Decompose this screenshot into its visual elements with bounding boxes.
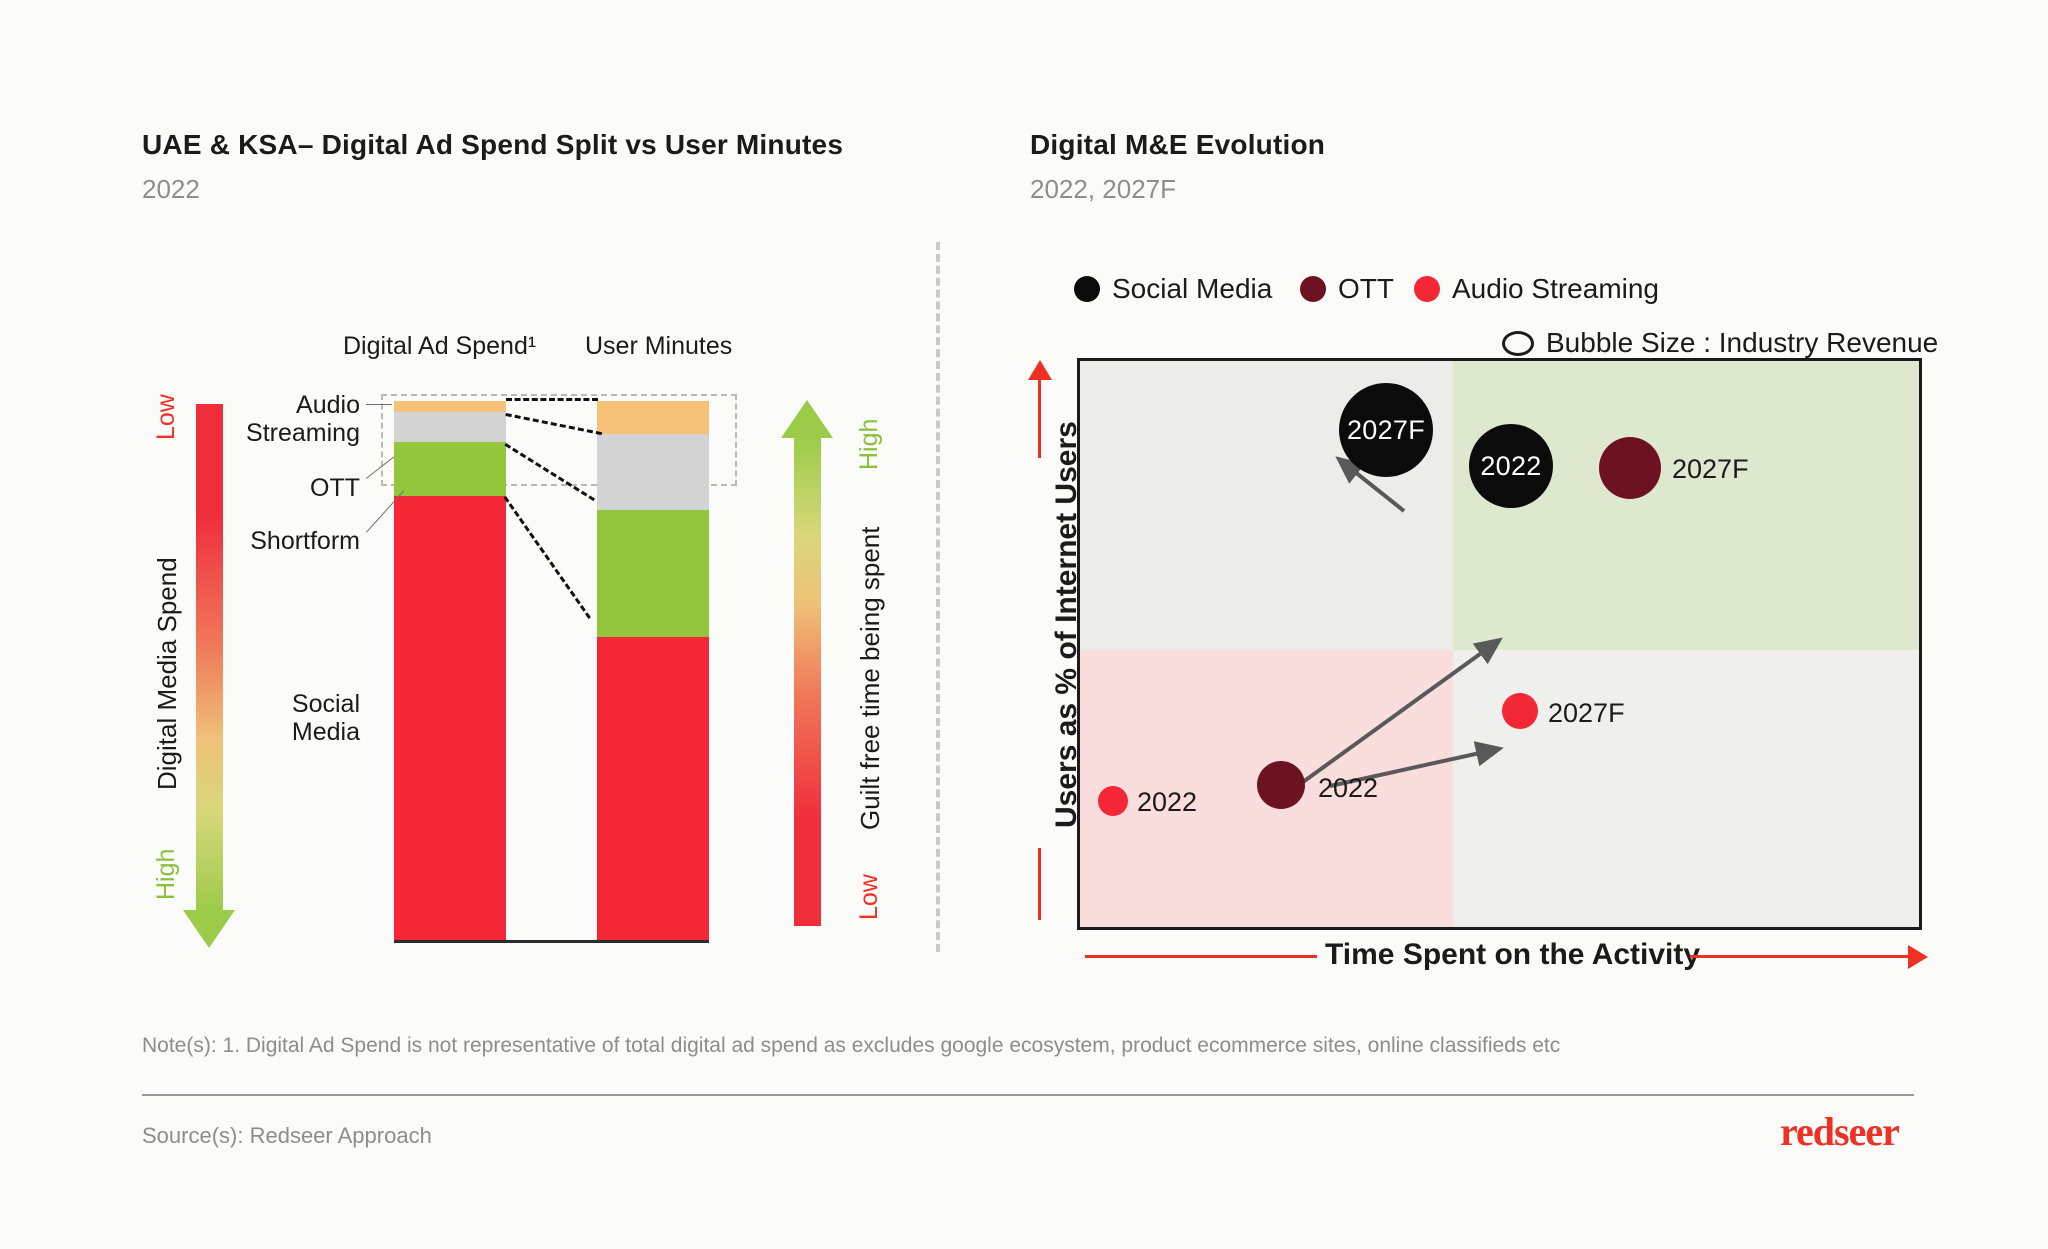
- right-scale-low-label: Low: [855, 874, 883, 920]
- legend-item-ott[interactable]: OTT: [1300, 273, 1394, 305]
- redseer-logo: redseer: [1780, 1109, 1900, 1154]
- digital-media-spend-gradient: [196, 404, 223, 912]
- legend-dot-icon: [1300, 276, 1326, 302]
- column-header-ad-spend: Digital Ad Spend¹: [343, 332, 537, 360]
- bubble-social-media-2022[interactable]: 2022: [1469, 424, 1553, 508]
- y-axis-title: Users as % of Internet Users: [1050, 421, 1083, 828]
- bubble-audio-streaming-2022[interactable]: [1098, 786, 1128, 816]
- left-panel-title: UAE & KSA– Digital Ad Spend Split vs Use…: [142, 129, 844, 160]
- bar-digital-ad-spend: [394, 401, 506, 940]
- legend-item-social-media[interactable]: Social Media: [1074, 273, 1272, 305]
- right-panel-title: Digital M&E Evolution: [1030, 129, 1326, 160]
- bar-segment-audio-streaming: [394, 401, 506, 412]
- category-label-line: Social: [291, 690, 360, 718]
- bubble-social-media-2027f[interactable]: 2027F: [1339, 383, 1433, 477]
- bubble-label-ott-2027f: 2027F: [1672, 454, 1749, 484]
- bar-baseline: [394, 940, 709, 943]
- category-label-ott: OTT: [310, 474, 360, 502]
- panel-divider: [936, 242, 940, 952]
- left-scale-high-label: High: [152, 848, 180, 900]
- bubble-label: 2022: [1480, 450, 1542, 481]
- category-label-audio-streaming: Audio Streaming: [200, 391, 360, 447]
- bubble-label: 2027F: [1346, 414, 1426, 445]
- column-header-user-minutes: User Minutes: [585, 332, 733, 360]
- right-panel-subtitle: 2022, 2027F: [1030, 174, 1177, 204]
- bar-segment-shortform: [597, 510, 709, 637]
- footer-divider: [142, 1094, 1914, 1096]
- notes-text: Note(s): 1. Digital Ad Spend is not repr…: [142, 1034, 1561, 1057]
- left-panel-subtitle: 2022: [142, 174, 200, 204]
- left-scale-title: Digital Media Spend: [152, 557, 182, 790]
- bar-segment-ott: [597, 434, 709, 510]
- x-axis-line-left: [1085, 955, 1317, 958]
- category-label-shortform: Shortform: [250, 527, 360, 555]
- category-label-line: Media: [291, 718, 360, 746]
- category-label-line: Audio: [296, 391, 360, 419]
- connector-line-top: [506, 398, 598, 401]
- x-axis-line-right: [1690, 955, 1912, 958]
- legend-dot-icon: [1414, 276, 1440, 302]
- legend-label: OTT: [1338, 273, 1394, 304]
- source-text: Source(s): Redseer Approach: [142, 1123, 432, 1148]
- scatter-plot-area[interactable]: 2027F 2022 2027F 2022 2027F 2022: [1077, 358, 1922, 930]
- trend-arrows: [1283, 456, 1504, 797]
- left-scale-low-label: Low: [152, 394, 180, 440]
- category-label-line: Streaming: [246, 419, 360, 447]
- guilt-free-time-gradient: [794, 438, 821, 926]
- bar-user-minutes: [597, 401, 709, 940]
- highlight-box: [381, 394, 737, 486]
- legend-label: Social Media: [1112, 273, 1273, 304]
- right-scale-title: Guilt free time being spent: [855, 526, 885, 831]
- bubble-label-audio-2022: 2022: [1137, 787, 1198, 817]
- legend-label: Audio Streaming: [1452, 273, 1660, 304]
- bar-segment-shortform: [394, 442, 506, 496]
- bar-segment-audio-streaming: [597, 401, 709, 434]
- legend-item-audio-streaming[interactable]: Audio Streaming: [1414, 273, 1659, 305]
- gradient-arrow-up-icon: [781, 400, 833, 438]
- y-axis-line-bottom: [1038, 848, 1041, 920]
- connector-line-shortform: [503, 496, 591, 619]
- quadrant-top-right: [1453, 361, 1919, 650]
- x-axis-title: Time Spent on the Activity: [1325, 938, 1701, 971]
- bubble-outline-icon: [1502, 330, 1534, 356]
- legend-bubble-size-note: Bubble Size : Industry Revenue: [1502, 327, 1938, 359]
- bubble-ott-2022[interactable]: [1257, 761, 1305, 809]
- right-scale-high-label: High: [855, 418, 883, 470]
- bubble-audio-streaming-2027f[interactable]: [1502, 693, 1538, 729]
- y-axis-line-top: [1038, 378, 1041, 458]
- legend-dot-icon: [1074, 276, 1100, 302]
- bar-segment-ott: [394, 412, 506, 442]
- bubble-label-ott-2022: 2022: [1318, 773, 1379, 803]
- legend-label: Bubble Size : Industry Revenue: [1546, 327, 1939, 358]
- bar-segment-social-media: [597, 637, 709, 940]
- bubble-label-audio-2027f: 2027F: [1548, 698, 1625, 728]
- category-label-social-media: Social Media: [228, 690, 360, 746]
- bar-segment-social-media: [394, 496, 506, 940]
- x-axis-arrow-icon: [1908, 945, 1928, 969]
- gradient-arrow-down-icon: [183, 910, 235, 948]
- y-axis-arrow-icon: [1028, 360, 1052, 380]
- leader-audio-streaming: [366, 404, 392, 405]
- bubble-ott-2027f[interactable]: [1599, 437, 1661, 499]
